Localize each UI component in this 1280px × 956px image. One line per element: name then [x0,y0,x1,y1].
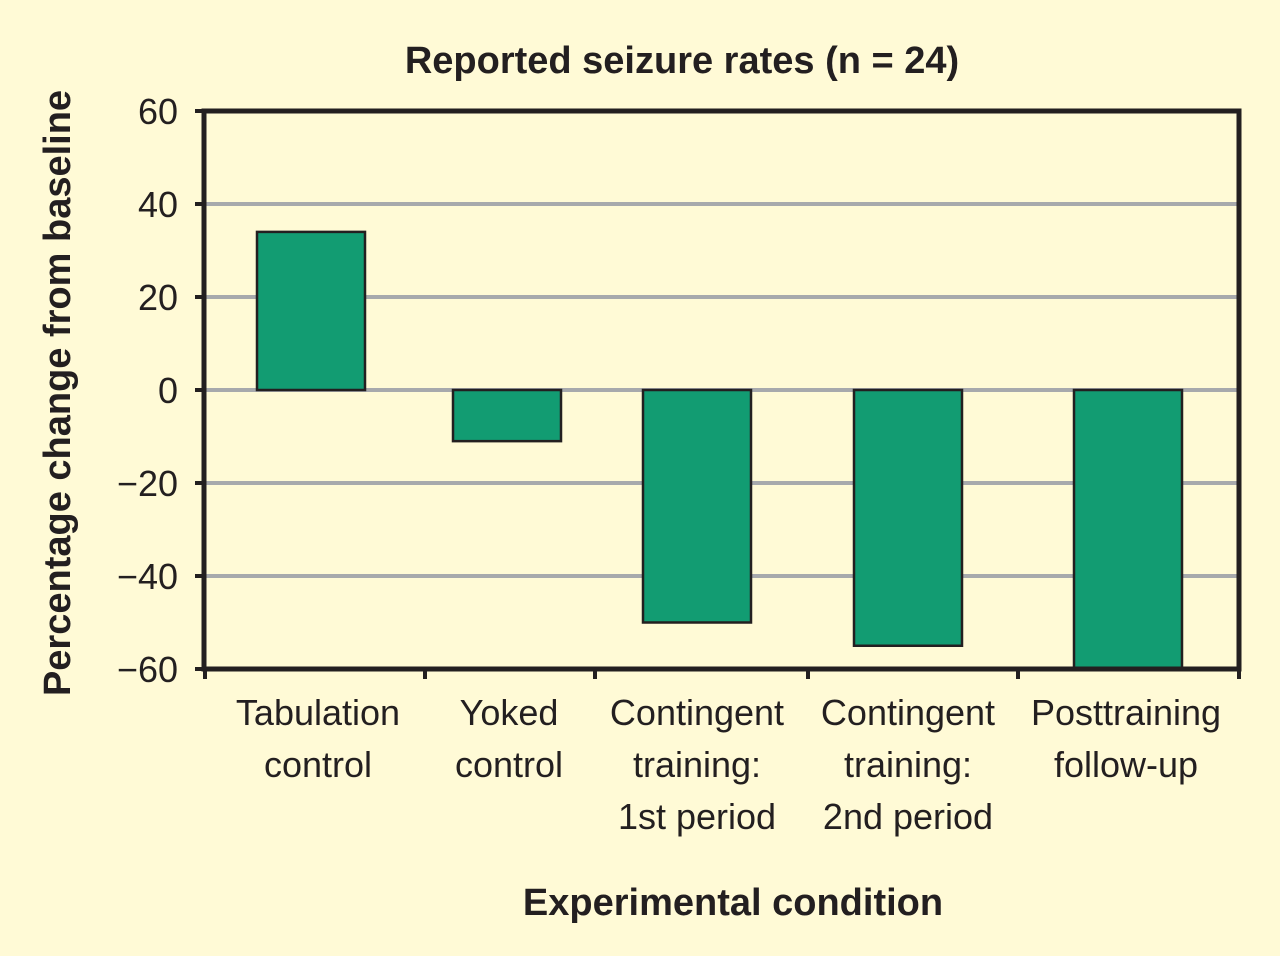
y-tick-label: 60 [138,91,178,132]
bar [641,388,753,624]
y-tick-label: 0 [158,370,178,411]
bar [1072,388,1184,671]
x-category-label: Posttraining follow-up [1031,692,1221,785]
y-tick-label: −40 [117,556,178,597]
x-category-label: Yoked control [455,692,563,785]
bars [255,230,1184,671]
y-tick-label: 20 [138,277,178,318]
bar [852,388,964,647]
chart-title: Reported seizure rates (n = 24) [405,40,959,82]
bar [255,230,367,392]
x-category-label: Tabulation control [236,692,400,785]
y-tick-label: −60 [117,649,178,690]
y-axis-label: Percentage change from baseline [37,90,79,696]
x-axis-categories: Tabulation control Yoked control Contingent t… [203,669,1241,837]
x-category-label: Contingent training: 1st period [610,692,784,837]
plot-frame [201,108,1242,672]
x-category-label: Contingent training: 2nd period [821,692,995,837]
bar [451,388,563,443]
y-tick-label: 40 [138,184,178,225]
y-axis-ticks: 60 40 20 0 −20 −40 −60 [117,91,204,690]
x-axis-label: Experimental condition [523,882,943,924]
y-tick-label: −20 [117,463,178,504]
